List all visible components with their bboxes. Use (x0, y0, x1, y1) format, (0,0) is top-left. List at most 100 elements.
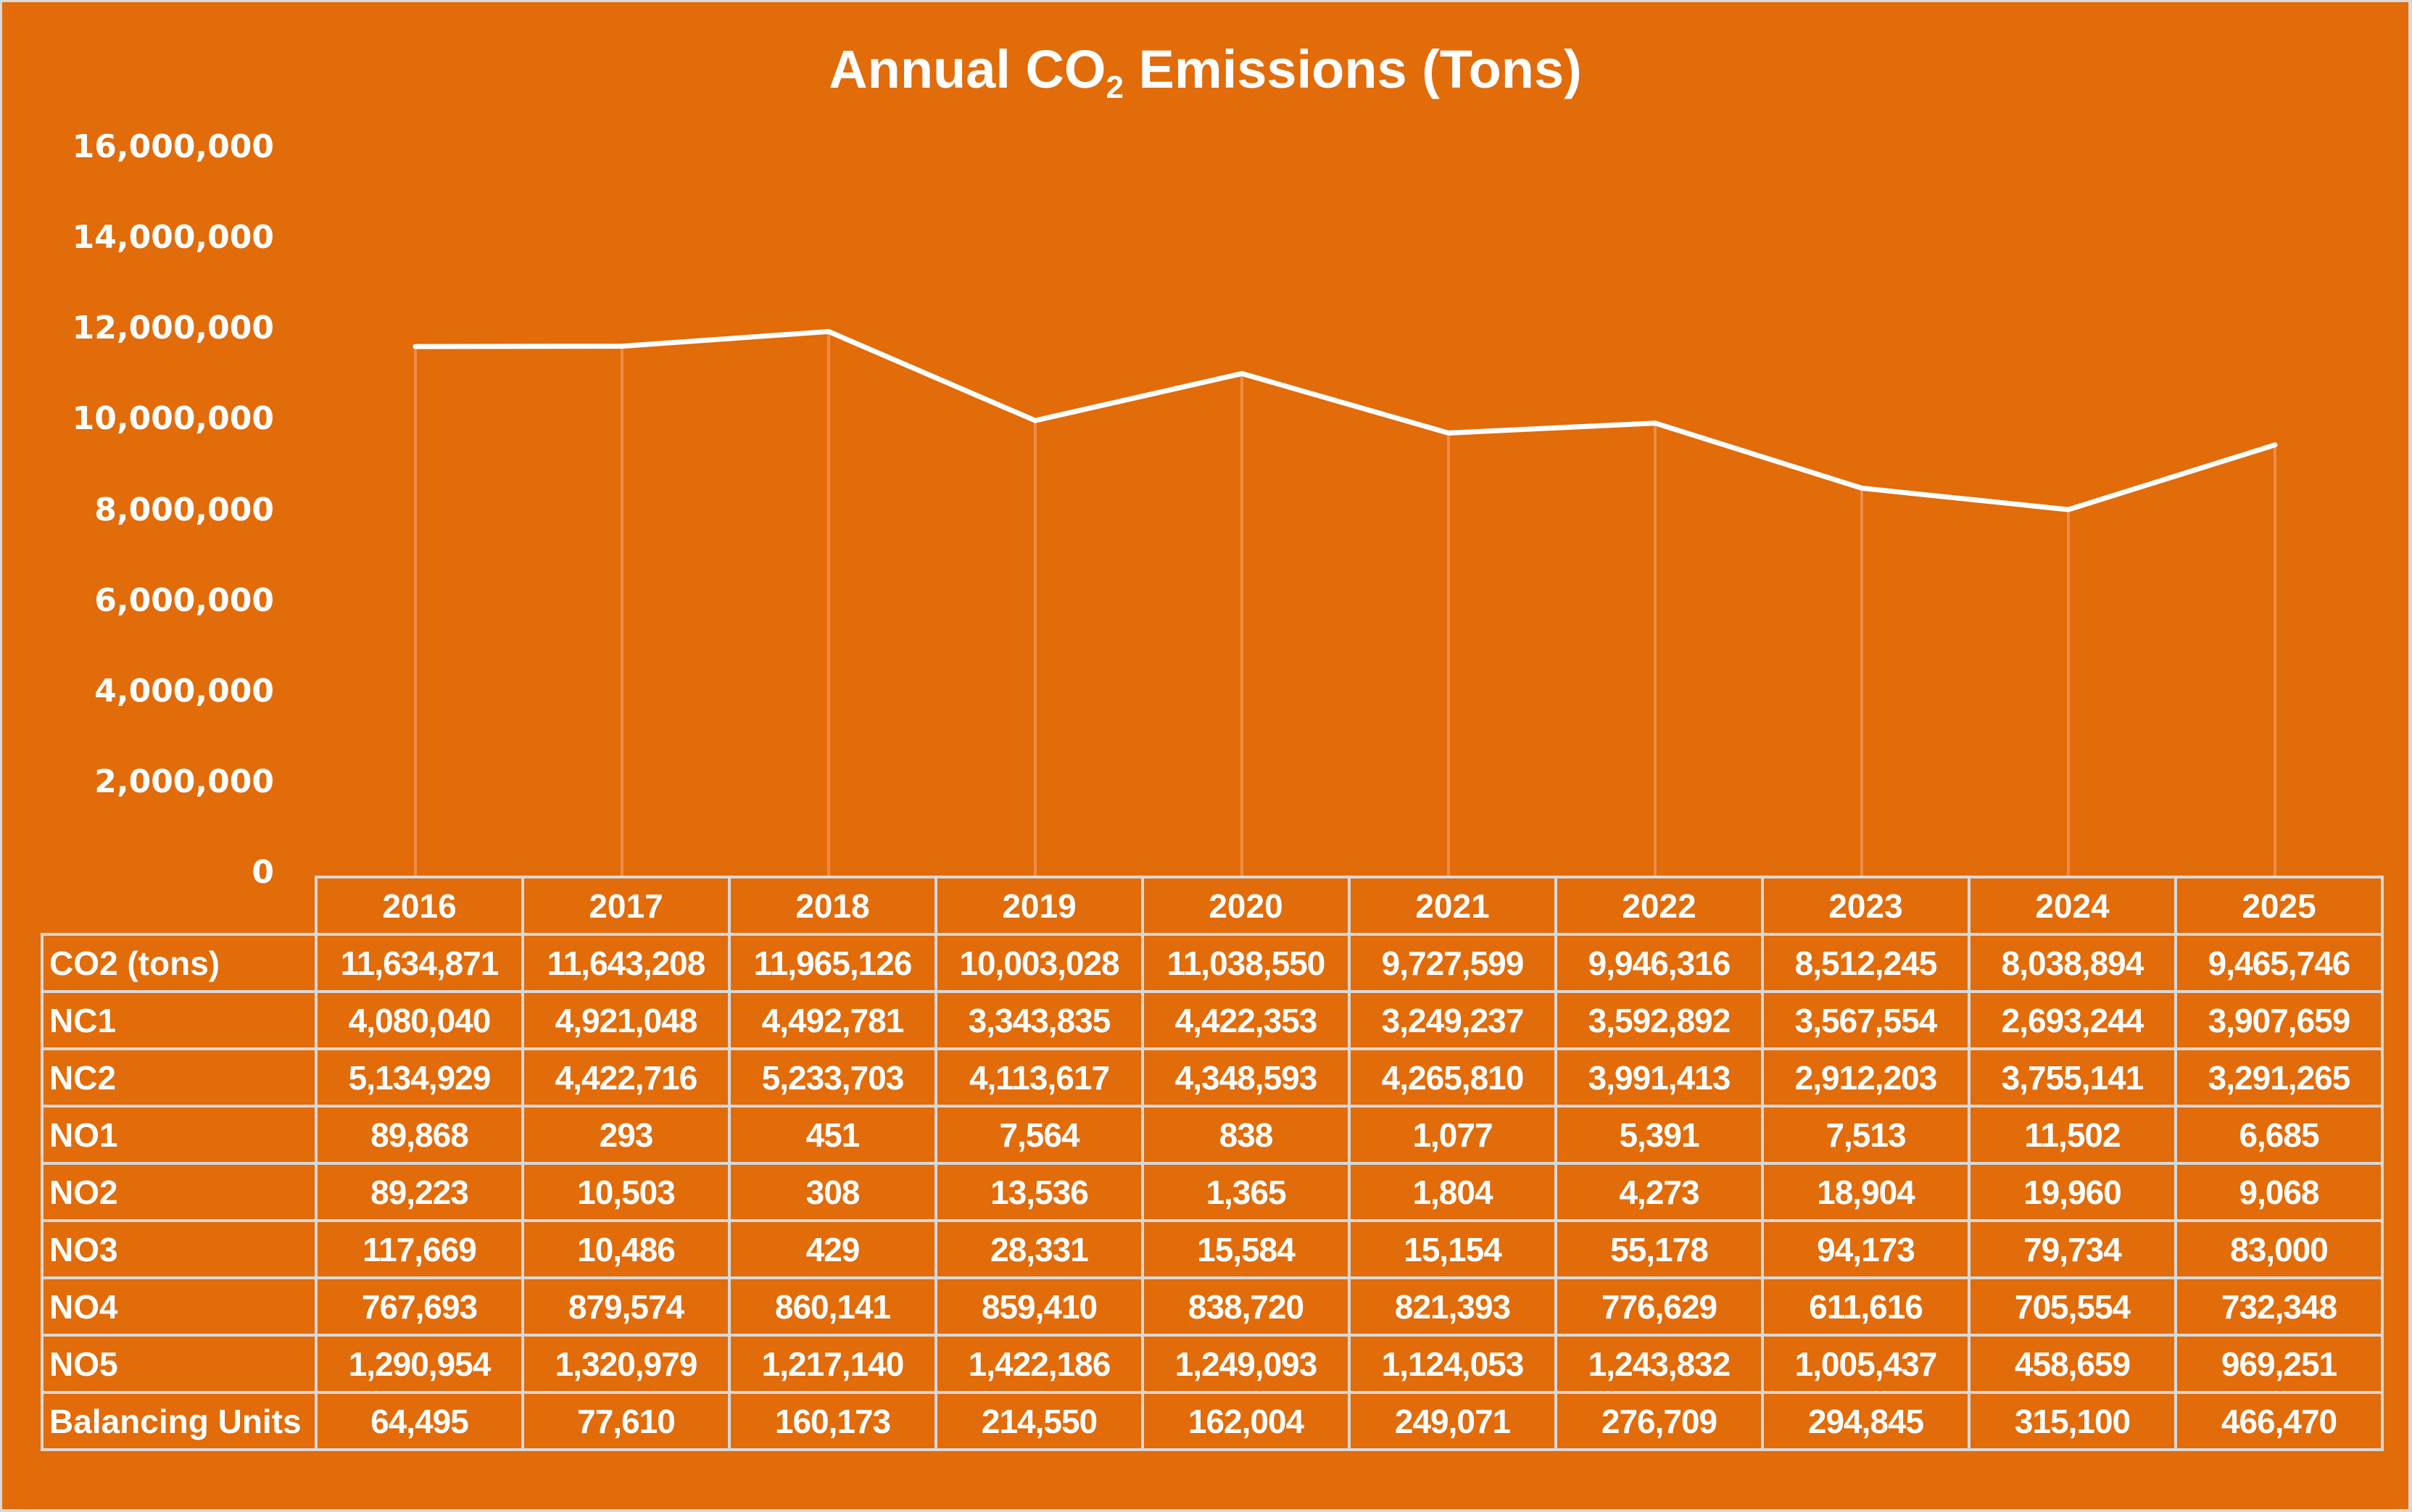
table-cell: 969,251 (2174, 1334, 2384, 1394)
table-cell: 3,567,554 (1761, 990, 1970, 1050)
table-row: NO3 117,669 10,486 429 28,331 15,584 15,154 55,… (41, 1219, 2384, 1279)
table-cell: 294,845 (1761, 1391, 1970, 1451)
table-cell: 249,071 (1348, 1391, 1557, 1451)
table-cell: 293 (521, 1105, 731, 1165)
table-cell: 466,470 (2174, 1391, 2384, 1451)
table-cell: 15,584 (1141, 1219, 1351, 1279)
table-row-label: NC2 (41, 1047, 318, 1108)
table-row: Balancing Units 64,495 77,610 160,173 214,55… (41, 1391, 2384, 1451)
table-header-year: 2022 (1554, 876, 1764, 936)
table-cell: 55,178 (1554, 1219, 1764, 1279)
table-cell: 7,564 (934, 1105, 1144, 1165)
table-cell: 4,265,810 (1348, 1047, 1557, 1108)
table-cell: 4,080,040 (315, 990, 524, 1050)
table-row: CO2 (tons) 11,634,871 11,643,208 11,965,126… (41, 933, 2384, 993)
table-cell: 4,273 (1554, 1162, 1764, 1222)
series-line-co2 (413, 328, 2278, 512)
table-cell: 15,154 (1348, 1219, 1557, 1279)
table-row: NO4 767,693 879,574 860,141 859,410 838,720 82… (41, 1276, 2384, 1337)
table-cell: 2,912,203 (1761, 1047, 1970, 1108)
table-cell: 1,365 (1141, 1162, 1351, 1222)
table-cell: 89,223 (315, 1162, 524, 1222)
y-tick-label: 16,000,000 (72, 128, 274, 165)
data-point (620, 344, 624, 349)
table-cell: 1,243,832 (1554, 1334, 1764, 1394)
table-cell: 315,100 (1968, 1391, 2177, 1451)
table-cell: 89,868 (315, 1105, 524, 1165)
chart-title-suffix: Emissions (Tons) (1123, 39, 1582, 99)
table-header-year: 2020 (1141, 876, 1351, 936)
table-cell: 3,291,265 (2174, 1047, 2384, 1108)
y-tick-label: 14,000,000 (72, 219, 274, 257)
table-cell: 838 (1141, 1105, 1351, 1165)
table-header-row: 2016 2017 2018 2019 2020 2021 2022 2023 2024 2025 (42, 876, 2384, 936)
table-cell: 11,965,126 (728, 933, 937, 993)
y-tick-label: 2,000,000 (94, 763, 274, 800)
table-cell: 3,991,413 (1554, 1047, 1764, 1108)
table-cell: 838,720 (1141, 1276, 1351, 1337)
table-cell: 3,592,892 (1554, 990, 1764, 1050)
table-row: NO2 89,223 10,503 308 13,536 1,365 1,804 4,273 1… (41, 1162, 2384, 1222)
table-cell: 1,804 (1348, 1162, 1557, 1222)
table-cell: 11,634,871 (315, 933, 524, 993)
table-cell: 776,629 (1554, 1276, 1764, 1337)
table-cell: 77,610 (521, 1391, 731, 1451)
table-cell: 276,709 (1554, 1391, 1764, 1451)
chart-title-prefix: Annual CO (829, 39, 1106, 99)
table-cell: 4,921,048 (521, 990, 731, 1050)
table-row-label: NO3 (41, 1219, 318, 1279)
table-cell: 13,536 (934, 1162, 1144, 1222)
table-cell: 1,077 (1348, 1105, 1557, 1165)
table-cell: 79,734 (1968, 1219, 2177, 1279)
data-point (1446, 431, 1451, 436)
table-row: NC2 5,134,929 4,422,716 5,233,703 4,113,617 4… (41, 1047, 2384, 1108)
data-point (1240, 371, 1244, 376)
table-cell: 4,422,716 (521, 1047, 731, 1108)
table-row-label: NO5 (41, 1334, 318, 1394)
table-cell: 3,907,659 (2174, 990, 2384, 1050)
table-row-label: CO2 (tons) (41, 933, 318, 993)
table-cell: 4,492,781 (728, 990, 937, 1050)
table-cell: 162,004 (1141, 1391, 1351, 1451)
table-cell: 160,173 (728, 1391, 937, 1451)
table-row-label: Balancing Units (41, 1391, 318, 1451)
data-point (413, 344, 418, 349)
table-cell: 6,685 (2174, 1105, 2384, 1165)
table-cell: 859,410 (934, 1276, 1144, 1337)
table-cell: 18,904 (1761, 1162, 1970, 1222)
chart-title-subscript: 2 (1106, 70, 1124, 105)
table-cell: 611,616 (1761, 1276, 1970, 1337)
table-cell: 11,502 (1968, 1105, 2177, 1165)
table-cell: 64,495 (315, 1391, 524, 1451)
chart-title: Annual CO2 Emissions (Tons) (2, 38, 2408, 106)
table-cell: 214,550 (934, 1391, 1144, 1451)
table-cell: 1,249,093 (1141, 1334, 1351, 1394)
table-cell: 1,290,954 (315, 1334, 524, 1394)
y-tick-label: 12,000,000 (72, 310, 274, 347)
data-table: 2016 2017 2018 2019 2020 2021 2022 2023 2024 2025… (41, 876, 2384, 1451)
table-cell: 83,000 (2174, 1219, 2384, 1279)
table-row-label: NO4 (41, 1276, 318, 1337)
table-corner-cell (42, 877, 318, 936)
table-cell: 732,348 (2174, 1276, 2384, 1337)
table-header-year: 2021 (1348, 876, 1557, 936)
table-header-year: 2023 (1761, 876, 1970, 936)
y-tick-label: 10,000,000 (72, 400, 274, 438)
table-row-label: NC1 (41, 990, 318, 1050)
table-header-year: 2018 (728, 876, 937, 936)
data-point (2273, 442, 2277, 447)
y-tick-label: 8,000,000 (94, 491, 274, 528)
table-cell: 308 (728, 1162, 937, 1222)
drop-lines (414, 331, 2276, 876)
table-row: NO1 89,868 293 451 7,564 838 1,077 5,391 7,513 11… (41, 1105, 2384, 1165)
table-cell: 1,320,979 (521, 1334, 731, 1394)
table-cell: 451 (728, 1105, 937, 1165)
table-cell: 8,512,245 (1761, 933, 1970, 993)
data-point (1653, 420, 1657, 425)
table-cell: 28,331 (934, 1219, 1144, 1279)
table-cell: 4,348,593 (1141, 1047, 1351, 1108)
table-cell: 7,513 (1761, 1105, 1970, 1165)
table-header-year: 2025 (2174, 876, 2384, 936)
table-cell: 4,113,617 (934, 1047, 1144, 1108)
